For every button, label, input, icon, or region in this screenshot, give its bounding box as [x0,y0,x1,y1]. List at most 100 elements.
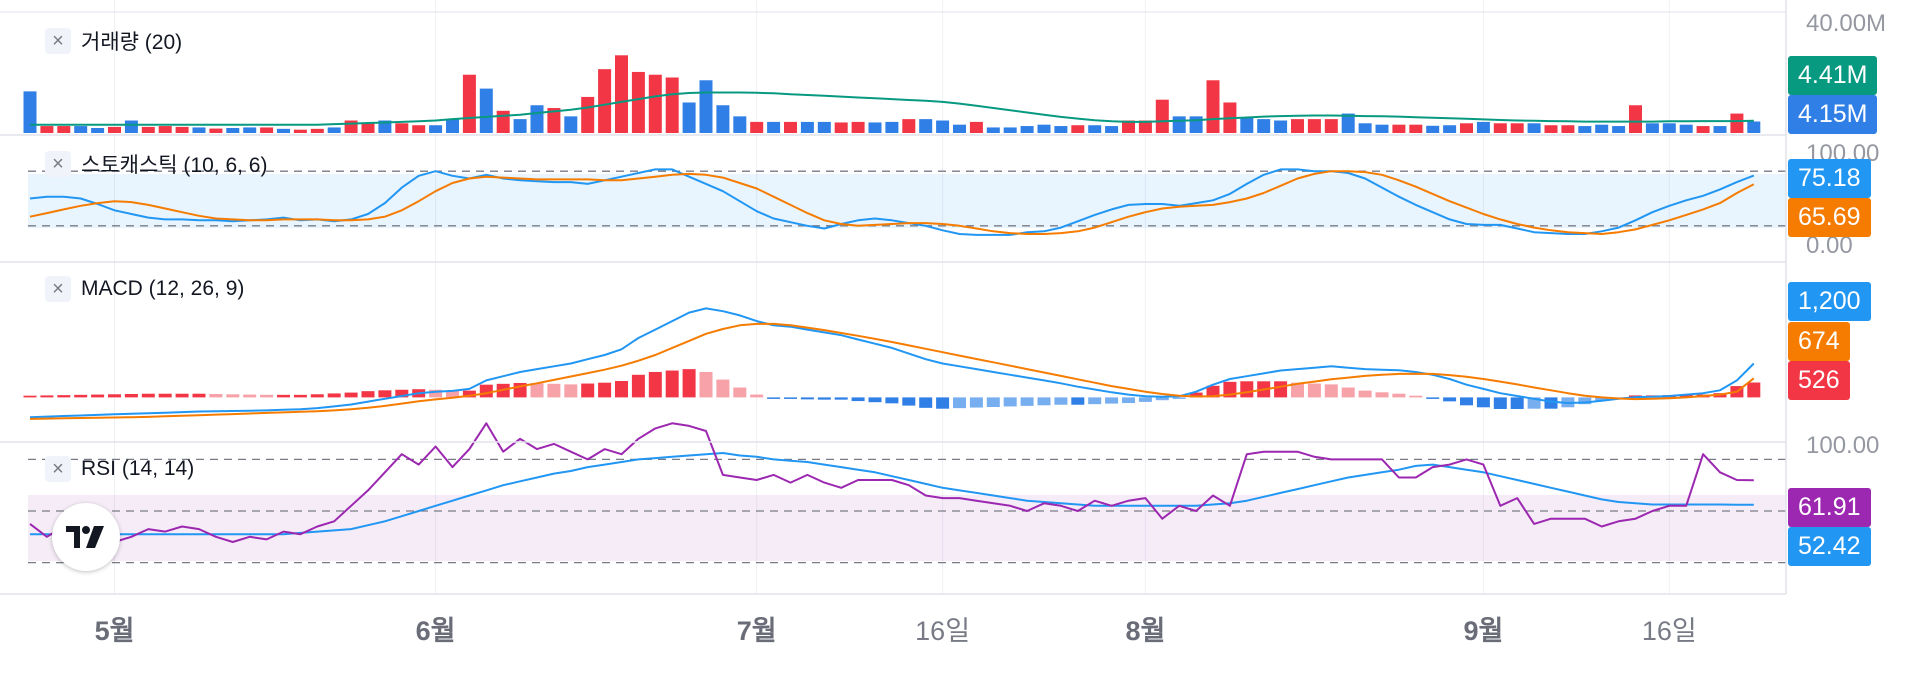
volume-bar [648,74,662,133]
volume-bar [344,120,358,133]
macd-histogram-bar [327,393,341,398]
macd-histogram-bar [581,383,595,398]
macd-histogram-bar [1037,397,1051,406]
close-icon[interactable]: × [45,28,71,54]
macd-histogram-bar [1341,387,1355,398]
macd-histogram-bar [23,395,37,398]
volume-bar [1003,127,1017,133]
macd-histogram-bar [885,397,899,404]
macd-histogram-bar [1088,397,1102,405]
macd-histogram-bar [1155,397,1169,401]
macd-histogram-bar [1291,382,1304,398]
volume-bar [1088,125,1102,133]
volume-bar [1595,124,1609,133]
tradingview-logo-icon[interactable] [52,503,120,571]
volume-bar [1037,124,1051,133]
pane-label-rsi: × RSI (14, 14) [45,456,194,482]
volume-bar [378,120,392,133]
pane-label-macd: × MACD (12, 26, 9) [45,276,244,302]
volume-bar [1730,113,1744,133]
macd-histogram-bar [91,394,105,398]
volume-bar [919,119,933,133]
volume-bar [1054,126,1068,133]
rsi-title: RSI (14, 14) [81,457,195,480]
volume-bar [615,55,628,133]
volume-bar [902,119,916,133]
rsi-ma-line [30,452,1754,536]
macd-histogram-bar [310,394,324,398]
volume-bar [226,128,240,133]
macd-histogram-bar [1409,395,1423,398]
macd-histogram-bar [1527,397,1541,409]
volume-bar [1189,116,1203,133]
macd-histogram-bar [1578,397,1592,405]
macd-histogram-bar [395,389,409,398]
rsi-line [29,422,1754,543]
macd-histogram-bar [226,394,240,398]
macd-histogram-bar [902,397,916,406]
time-axis-label: 8월 [1125,616,1166,646]
macd-histogram-bar [682,369,696,398]
volume-bar [327,127,341,133]
macd-histogram-bar [1375,392,1389,398]
macd-histogram-bar [378,390,392,398]
time-axis-label: 7월 [736,616,777,646]
macd-histogram-bar [1510,397,1524,409]
volume-bar [192,127,206,133]
volume-bar [1291,119,1304,133]
macd-histogram-bar [665,370,679,398]
volume-bar [1206,80,1220,133]
close-icon[interactable]: × [45,151,71,177]
volume-bar [1341,113,1355,133]
volume-bar [1324,119,1338,133]
close-icon[interactable]: × [45,276,71,302]
volume-bar [767,121,781,133]
volume-bar [851,121,865,133]
macd-histogram-bar [141,393,155,398]
volume-bar [243,127,257,133]
macd-histogram-bar [631,374,645,398]
macd-histogram-bar [648,371,662,398]
volume-bar [1527,123,1541,133]
volume-bar [1476,121,1490,133]
volume-bar [1679,124,1693,133]
macd-histogram-bar [40,395,54,398]
volume-bar [1713,126,1727,133]
volume-bar [1662,123,1676,133]
volume-bar [1020,126,1034,133]
pane-label-volume: × 거래량 (20) [45,26,182,56]
macd-histogram-bar [1189,392,1203,398]
volume-bar [1274,120,1288,133]
volume-bar [1257,119,1271,133]
macd-histogram-bar [124,394,138,398]
volume-bar [361,122,375,133]
macd-histogram-bar [260,394,274,398]
volume-bar [1561,125,1575,133]
macd-histogram-bar [446,390,459,398]
volume-bar [293,129,307,133]
macd-histogram-bar [175,393,189,398]
volume-bar [953,124,966,133]
volume-bar [209,128,223,133]
volume-bar [699,80,713,133]
close-icon[interactable]: × [45,456,71,482]
macd-line [29,307,1755,419]
macd-histogram-bar [209,394,223,398]
time-axis-label: 16일 [1641,616,1697,646]
volume-bar [429,125,443,133]
macd-histogram-bar [361,391,375,398]
volume-bar [277,128,290,133]
volume-badge: 4.15M [1788,95,1878,134]
volume-bar [682,102,696,133]
macd-histogram-bar [1443,397,1457,402]
volume-bar [412,125,426,133]
macd-histogram-bar [1460,397,1473,406]
volume-bar [1629,105,1642,133]
volume-bar [124,120,138,133]
volume-bar [1645,123,1659,133]
volume-bar [564,116,578,133]
volume-bar [800,121,814,133]
volume-bar [1071,125,1085,133]
macd-histogram-bar [868,397,882,403]
